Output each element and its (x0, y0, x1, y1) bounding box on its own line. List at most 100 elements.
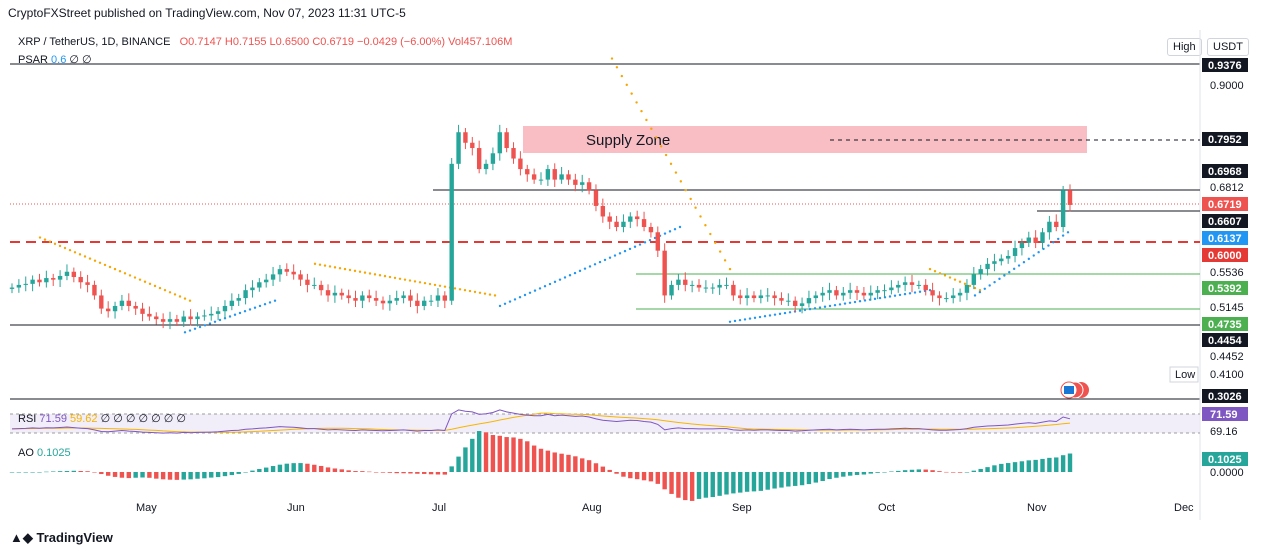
ao-bar (580, 458, 585, 472)
ao-bar (463, 447, 468, 472)
ao-bar (628, 472, 633, 479)
candle-body (174, 319, 180, 322)
candle-body (854, 290, 860, 293)
psar-dot (423, 281, 427, 285)
high-button[interactable]: High (1167, 38, 1202, 56)
psar-dot (53, 242, 57, 246)
ao-bar (545, 450, 551, 472)
candle-body (243, 290, 248, 299)
psar-dot (1061, 234, 1065, 237)
ao-legend[interactable]: AO 0.1025 (18, 447, 71, 459)
candle (318, 280, 324, 296)
ao-bar (99, 472, 104, 475)
ao-bar (140, 472, 145, 478)
candle-body (57, 275, 63, 280)
candle-body (1054, 221, 1059, 227)
psar-dot (583, 267, 587, 270)
low-value: L0.6500 (269, 36, 310, 48)
psar-dot (398, 277, 402, 280)
ao-bar (923, 469, 928, 472)
candle (284, 263, 290, 276)
psar-dot (143, 280, 147, 283)
psar-dot (993, 280, 996, 284)
candle (236, 293, 241, 306)
psar-dot (108, 265, 112, 269)
ao-bar (586, 460, 592, 472)
ao-bar (30, 472, 35, 473)
events-icon[interactable] (1060, 381, 1089, 399)
psar-dot (1003, 274, 1006, 277)
candle-body (16, 284, 22, 288)
psar-dot (674, 171, 678, 174)
candle-body (373, 298, 379, 301)
axis-label-0-4100: 0.4100 (1210, 369, 1244, 381)
tick-jun: Jun (287, 502, 305, 514)
psar-dot (903, 292, 907, 296)
candle-body (360, 295, 365, 301)
candle (291, 264, 296, 280)
candle-body (236, 298, 241, 301)
psar-dot (323, 264, 327, 267)
candle-body (676, 279, 681, 285)
ao-bar (999, 463, 1004, 472)
candle (30, 275, 35, 292)
ao-bar (284, 463, 290, 472)
candle (875, 285, 880, 300)
ao-histogram[interactable] (9, 431, 1073, 501)
psar-dot (978, 290, 982, 294)
psar-dot (798, 309, 802, 312)
low-tag: Low (1169, 366, 1199, 383)
candle-body (531, 174, 537, 180)
psar-dot (378, 274, 382, 277)
candle-body (71, 271, 77, 278)
psar-dot (198, 325, 202, 329)
psar-dot (620, 74, 624, 78)
time-axis[interactable]: May Jun Jul Aug Sep Oct Nov Dec (136, 502, 1194, 514)
candles (9, 124, 1073, 330)
psar-dot (513, 298, 517, 301)
candle-body (944, 298, 949, 300)
ao-bar (353, 471, 358, 472)
price-axis[interactable]: 0.9376 0.9000 0.7952 0.6968 0.6812 0.671… (1169, 58, 1248, 479)
candle-body (985, 263, 990, 270)
rsi-panel[interactable] (10, 409, 1200, 434)
psar-dot (518, 295, 522, 299)
candle (367, 289, 372, 303)
candle-body (916, 284, 922, 286)
candle-body (593, 190, 599, 206)
psar-label: PSAR (18, 54, 48, 66)
candle (614, 215, 619, 232)
currency-button[interactable]: USDT (1207, 38, 1249, 56)
psar-dot (228, 315, 232, 318)
tick-jul: Jul (432, 502, 446, 514)
candle-body (978, 269, 983, 275)
psar-dot (458, 288, 462, 291)
candle (525, 164, 530, 182)
tradingview-logo[interactable]: ▲◆ TradingView (10, 530, 113, 546)
psar-dot (113, 267, 117, 271)
symbol-name[interactable]: XRP / TetherUS, 1D, BINANCE (18, 36, 171, 48)
candle (669, 280, 674, 300)
rsi-legend[interactable]: RSI 71.59 59.62 ∅ ∅ ∅ ∅ ∅ ∅ ∅ (18, 412, 186, 425)
candle (593, 184, 599, 212)
ao-bar (188, 472, 193, 480)
psar-dot (933, 270, 937, 273)
candle (538, 172, 544, 185)
psar-dot (538, 287, 542, 290)
psar-dot (873, 297, 877, 301)
ao-bar (263, 467, 269, 472)
psar-legend[interactable]: PSAR 0.6 ∅ ∅ (18, 53, 92, 66)
candle-body (64, 271, 70, 276)
ao-bar (538, 448, 544, 472)
psar-dot (1022, 260, 1026, 264)
psar-dot (988, 284, 991, 287)
ao-bar (367, 471, 372, 473)
psar-dot (208, 322, 212, 325)
ao-bar (868, 472, 873, 474)
axis-label-0-6812: 0.6812 (1210, 182, 1244, 194)
ao-bar (751, 472, 757, 492)
ao-bar (422, 472, 427, 474)
psar-dot (138, 278, 142, 281)
psar-dot (908, 292, 912, 295)
